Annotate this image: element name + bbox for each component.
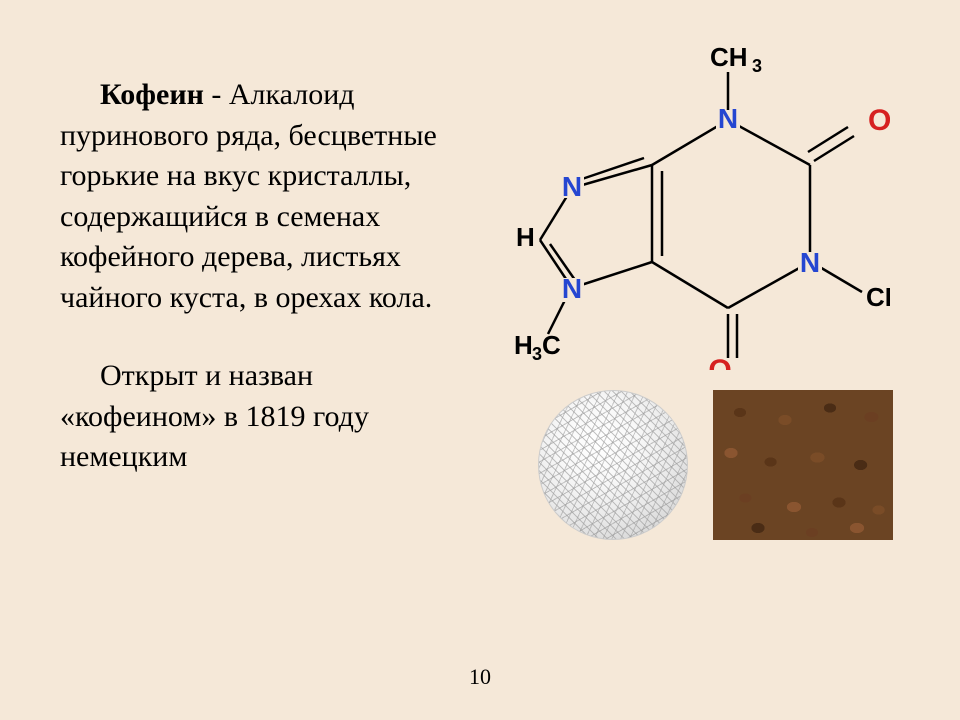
text-column: Кофеин - Алкалоид пуринового ряда, бесцв… bbox=[60, 40, 470, 540]
svg-text:N: N bbox=[718, 103, 738, 134]
svg-text:3: 3 bbox=[532, 344, 542, 364]
term-caffeine: Кофеин bbox=[100, 78, 204, 111]
visual-column: N N N N N N N N O O CH 3 CH 3 bbox=[490, 40, 910, 540]
photo-row bbox=[538, 390, 893, 540]
svg-text:H: H bbox=[514, 330, 533, 360]
caffeine-structure-diagram: N N N N N N N N O O CH 3 CH 3 bbox=[510, 40, 890, 370]
paragraph-definition: Кофеин - Алкалоид пуринового ряда, бесцв… bbox=[60, 75, 470, 318]
svg-text:H: H bbox=[516, 222, 535, 252]
page-number: 10 bbox=[469, 664, 491, 690]
svg-text:N: N bbox=[562, 273, 582, 304]
svg-text:N: N bbox=[800, 247, 820, 278]
svg-text:N: N bbox=[562, 171, 582, 202]
svg-text:CH: CH bbox=[710, 42, 748, 72]
svg-text:C: C bbox=[542, 330, 561, 360]
paragraph-history: Открыт и назван «кофеином» в 1819 году н… bbox=[60, 356, 470, 478]
caffeine-crystals-image bbox=[538, 390, 688, 540]
coffee-beans-image bbox=[713, 390, 893, 540]
svg-text:O: O bbox=[708, 354, 731, 370]
svg-text:CH: CH bbox=[866, 282, 890, 312]
slide-container: Кофеин - Алкалоид пуринового ряда, бесцв… bbox=[60, 40, 910, 540]
svg-text:3: 3 bbox=[752, 56, 762, 76]
svg-text:O: O bbox=[868, 104, 890, 137]
definition-body: - Алкалоид пуринового ряда, бесцветные г… bbox=[60, 78, 437, 314]
